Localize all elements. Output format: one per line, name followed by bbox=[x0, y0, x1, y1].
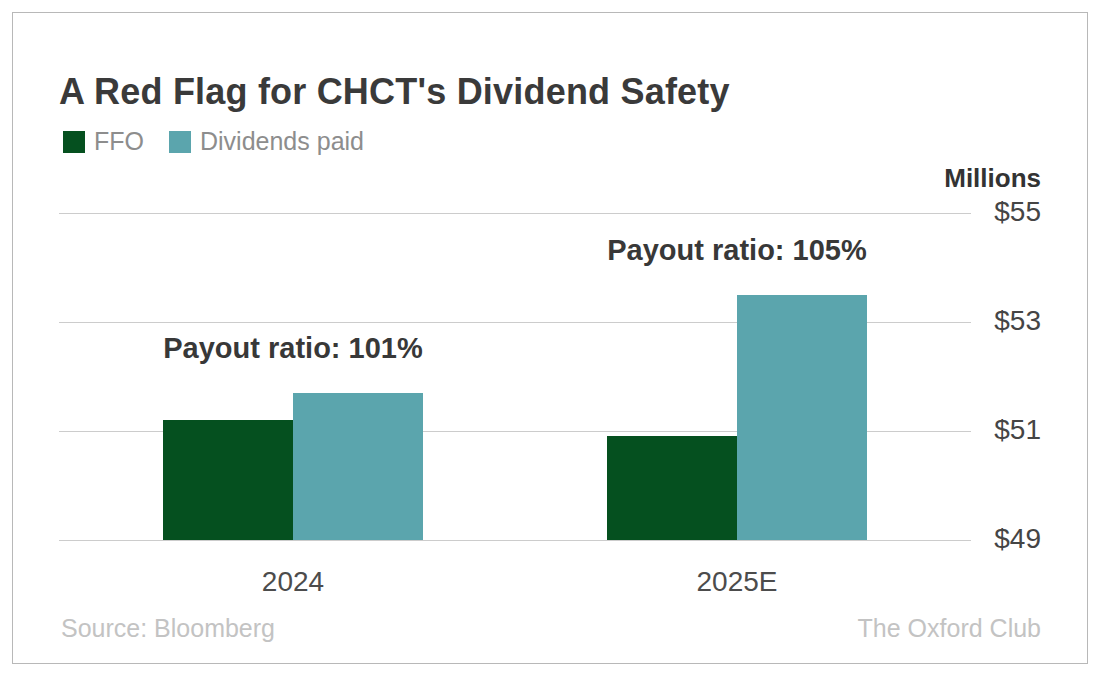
bar-ffo-2024 bbox=[163, 420, 293, 540]
y-tick-label-51: $51 bbox=[971, 414, 1041, 446]
gridline-55 bbox=[59, 213, 971, 214]
x-category-label-2024: 2024 bbox=[262, 566, 324, 598]
payout-ratio-annotation-2024: Payout ratio: 101% bbox=[163, 331, 422, 365]
y-tick-label-55: $55 bbox=[971, 196, 1041, 228]
bar-ffo-2025e bbox=[607, 436, 737, 540]
x-category-label-2025e: 2025E bbox=[697, 566, 778, 598]
bar-dividends-paid-2024 bbox=[293, 393, 423, 540]
brand-attribution: The Oxford Club bbox=[858, 614, 1041, 643]
gridline-49 bbox=[59, 540, 971, 541]
plot-area: $55 $53 $51 $49 2024 Payout ratio: 101% 2025E P… bbox=[13, 13, 1087, 663]
bar-dividends-paid-2025e bbox=[737, 295, 867, 540]
y-tick-label-49: $49 bbox=[971, 523, 1041, 555]
chart-card: A Red Flag for CHCT's Dividend Safety FF… bbox=[12, 12, 1088, 664]
y-tick-label-53: $53 bbox=[971, 305, 1041, 337]
payout-ratio-annotation-2025e: Payout ratio: 105% bbox=[607, 233, 866, 267]
source-attribution: Source: Bloomberg bbox=[61, 614, 275, 643]
